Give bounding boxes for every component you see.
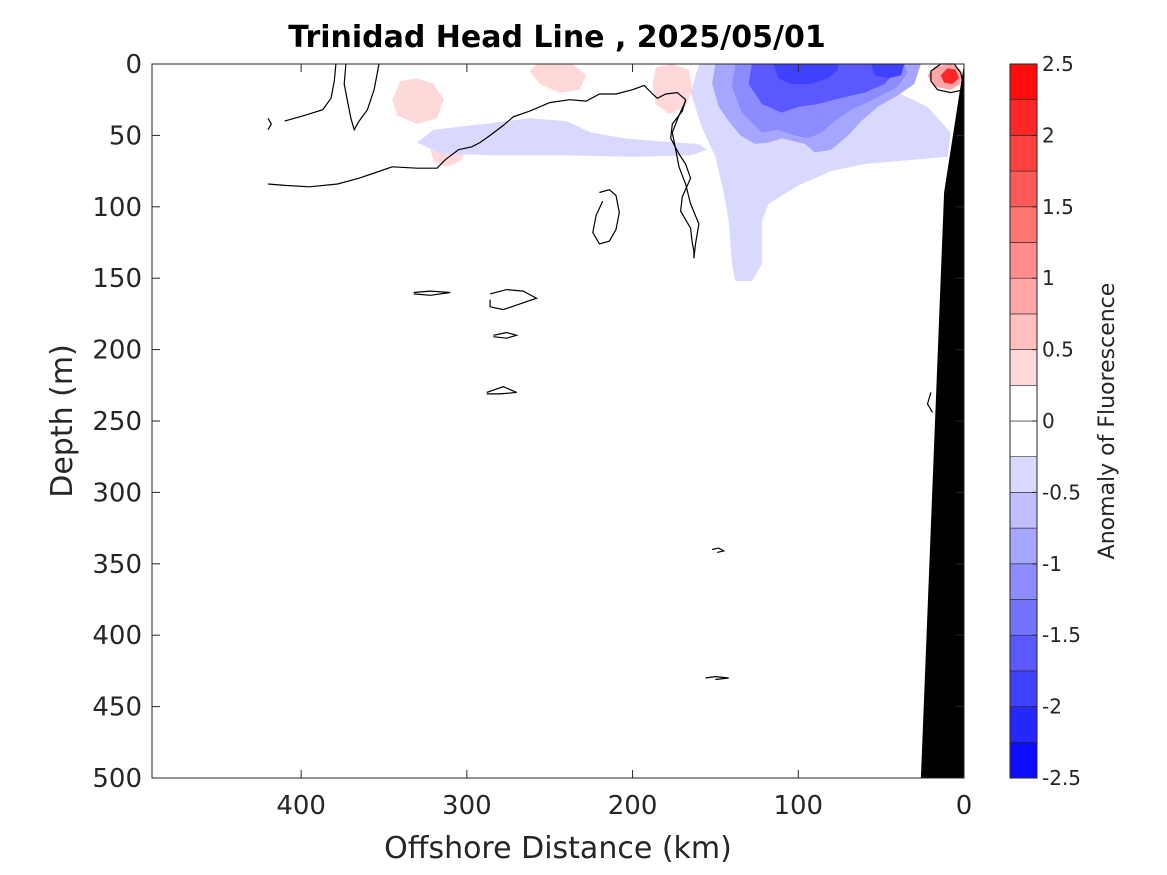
- contour-loop-g: [705, 675, 729, 681]
- positive-patch-c: [529, 64, 587, 93]
- colorbar-tick-label: -1: [1042, 552, 1062, 576]
- colorbar-tick-label: 2: [1042, 123, 1055, 147]
- colorbar-bin: [1009, 63, 1038, 101]
- colorbar-tick-label: -1.5: [1042, 623, 1081, 647]
- x-axis-label: Offshore Distance (km): [384, 831, 732, 866]
- positive-patch-d: [652, 64, 693, 114]
- y-tick-label: 400: [92, 621, 142, 651]
- colorbar-bin: [1009, 420, 1038, 458]
- y-tick-label: 50: [109, 121, 142, 151]
- colorbar-bin: [1009, 99, 1038, 136]
- colorbar-bin: [1009, 741, 1038, 779]
- positive-patch-nearshore-core: [940, 68, 959, 84]
- negative-patch-peak: [773, 64, 839, 84]
- colorbar-bin: [1009, 670, 1038, 707]
- x-tick-label: 400: [276, 791, 326, 821]
- colorbar-bin: [1009, 634, 1038, 672]
- y-axis-ticks: 0 50 100 150 200 250 300 350 400 450 500: [92, 50, 964, 794]
- y-tick-label: 300: [92, 478, 142, 508]
- colorbar-bin: [1009, 492, 1038, 529]
- colorbar-tick-label: 0.5: [1042, 338, 1074, 362]
- contour-loop-a: [592, 189, 620, 245]
- colorbar-bin: [1009, 456, 1038, 493]
- y-tick-label: 200: [92, 336, 142, 366]
- colorbar-bin: [1009, 242, 1038, 279]
- y-tick-label: 0: [125, 50, 142, 80]
- colorbar-bin: [1009, 277, 1038, 315]
- colorbar-tick-label: -2: [1042, 695, 1062, 719]
- contour-lines: [267, 63, 965, 681]
- contour-loop-d: [493, 331, 519, 339]
- negative-patch-shallow: [417, 118, 708, 157]
- contour-deep-slope: [926, 392, 934, 413]
- colorbar-tick-label: 0: [1042, 409, 1055, 433]
- colorbar-bin: [1009, 349, 1038, 386]
- colorbar-tick-label: -0.5: [1042, 480, 1081, 504]
- y-tick-label: 250: [92, 407, 142, 437]
- colorbar-bin: [1009, 706, 1038, 743]
- y-axis-label: Depth (m): [45, 344, 80, 498]
- contour-branch-c: [671, 100, 700, 259]
- x-tick-label: 300: [442, 791, 492, 821]
- contour-loop-b: [413, 290, 451, 296]
- positive-patch-b: [392, 78, 444, 124]
- plot-background: [152, 64, 964, 778]
- x-tick-label: 100: [773, 791, 823, 821]
- colorbar-bin: [1009, 527, 1038, 565]
- colorbar-tick-label: 2.5: [1042, 52, 1074, 76]
- x-tick-label: 200: [608, 791, 658, 821]
- y-tick-label: 350: [92, 550, 142, 580]
- contour-loop-c: [489, 288, 538, 311]
- negative-patch-peak-b: [871, 64, 905, 79]
- chart-title: Trinidad Head Line , 2025/05/01: [288, 20, 825, 55]
- x-tick-label: 0: [956, 791, 973, 821]
- seafloor-topography: [920, 64, 964, 778]
- colorbar-bin: [1009, 170, 1038, 208]
- colorbar-tick-label: 1.5: [1042, 195, 1074, 219]
- colorbar-tick-label: -2.5: [1042, 766, 1081, 790]
- y-tick-label: 150: [92, 264, 142, 294]
- contour-loop-e: [486, 386, 517, 395]
- y-tick-label: 450: [92, 693, 142, 723]
- contour-branch-b: [284, 63, 337, 122]
- y-tick-label: 500: [92, 764, 142, 794]
- colorbar: -2.5 -2 -1.5 -1 -0.5 0 0.5 1 1.5 2 2.5: [1009, 52, 1081, 790]
- colorbar-bin: [1009, 599, 1038, 636]
- colorbar-bin: [1009, 206, 1038, 243]
- contour-west-tick: [267, 117, 272, 131]
- colorbar-bin: [1009, 313, 1038, 350]
- contour-main: [267, 84, 695, 259]
- colorbar-bin: [1009, 563, 1038, 600]
- y-tick-label: 100: [92, 193, 142, 223]
- contour-loop-f: [711, 547, 726, 553]
- plot-area: [151, 63, 965, 779]
- x-axis-ticks: 400 300 200 100 0: [276, 64, 972, 821]
- colorbar-bin: [1009, 384, 1038, 422]
- colorbar-bin: [1009, 135, 1038, 172]
- contour-branch-a: [343, 63, 380, 132]
- colorbar-label: Anomaly of Fluorescence: [1095, 283, 1120, 560]
- colorbar-tick-label: 1: [1042, 266, 1055, 290]
- contour-fills: [392, 64, 961, 282]
